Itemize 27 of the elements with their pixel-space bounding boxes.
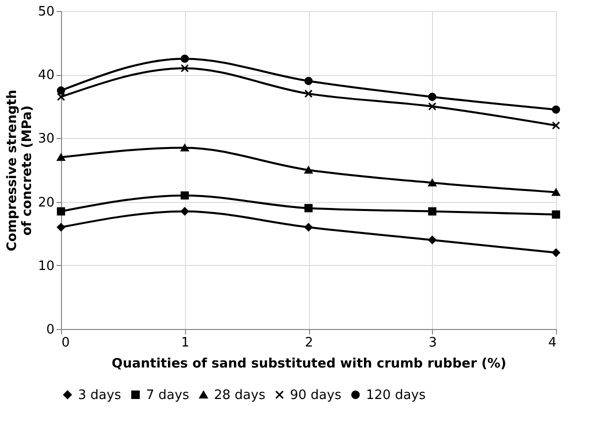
y-tick-label: 20 — [38, 195, 54, 210]
point — [56, 154, 66, 161]
legend-label: 28 days — [214, 388, 266, 403]
x-tick-label: 3 — [428, 336, 437, 350]
point — [428, 102, 436, 111]
y-tick-label: 10 — [38, 258, 54, 274]
point — [180, 64, 189, 72]
legend-label: 3 days — [78, 388, 122, 403]
x-tick-label: 2 — [304, 336, 314, 350]
x-tick-label: 1 — [181, 336, 190, 350]
y-tick-label: 40 — [38, 68, 54, 84]
legend-label: 120 days — [366, 388, 426, 403]
point — [56, 223, 66, 232]
point — [552, 121, 560, 130]
y-tick-label: 30 — [38, 132, 54, 147]
point — [56, 92, 66, 101]
y-tick-label: 50 — [38, 4, 54, 20]
y-axis-title: Compressive strength of concrete (MPa) — [4, 90, 35, 252]
x-axis-title: Quantities of sand substituted with crumb rubber (%) — [112, 356, 506, 372]
y-tick-label: 0 — [46, 322, 54, 338]
legend-label: 7 days — [146, 388, 190, 403]
x-tick-label: 0 — [62, 336, 70, 350]
point — [304, 90, 313, 98]
legend-label: 90 days — [290, 388, 342, 403]
point — [552, 188, 560, 196]
point — [56, 207, 66, 216]
x-tick-label: 4 — [548, 336, 556, 350]
